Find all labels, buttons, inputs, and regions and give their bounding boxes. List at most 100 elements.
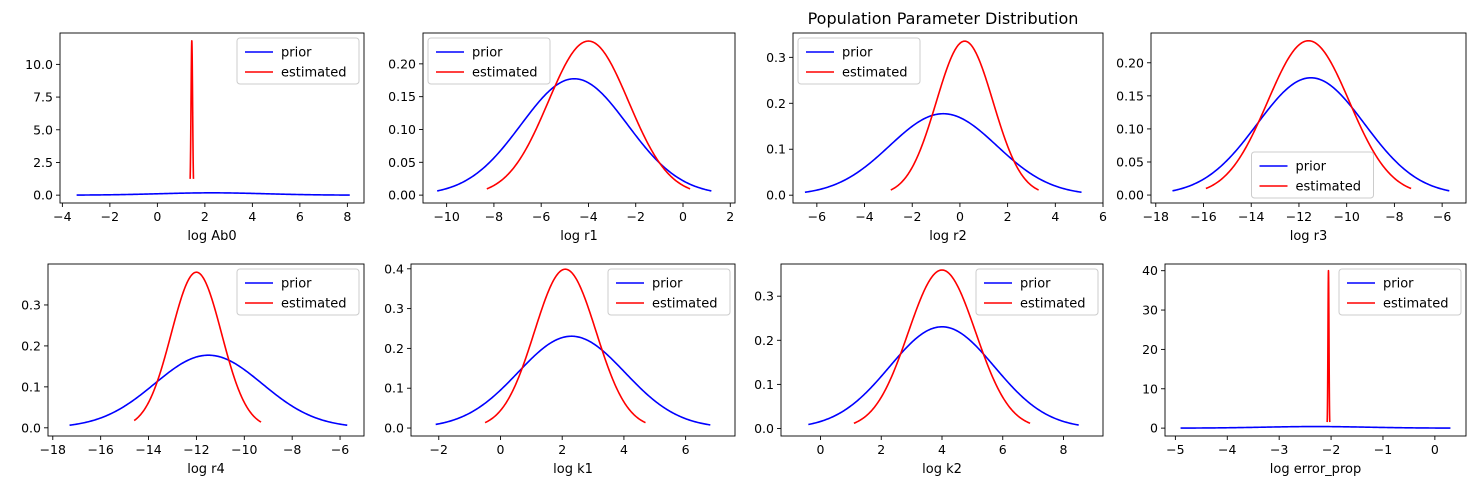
series-line-estimated [133,271,262,423]
y-tick-label: 0.05 [388,155,416,170]
x-tick-label: −2 [903,209,921,224]
x-tick-label: 6 [682,442,690,457]
legend-label-prior: prior [842,46,873,61]
x-tick-label: −4 [855,209,873,224]
y-tick-label: 0.3 [21,297,41,312]
y-tick-label: 0.3 [754,289,774,304]
x-tick-label: 2 [558,442,566,457]
x-tick-label: 2 [201,209,209,224]
x-axis-label: log r2 [929,229,967,244]
axes-frame [792,32,1104,204]
x-tick-label: −6 [1433,209,1451,224]
y-tick-label: 0.2 [754,333,774,348]
legend: prior estimated [1338,268,1462,316]
subplot-3: −6 −4 −2 0 2 4 6 0.0 0.1 0.2 0.3 log r2 prior estimat… [766,32,1107,244]
axes-frame [59,32,365,204]
y-tick-label: 0.3 [766,50,786,65]
y-tick-label: 0.15 [388,89,416,104]
y-tick-label: 0 [1150,421,1158,436]
legend-label-estimated: estimated [1020,297,1085,312]
series-line-prior [1180,425,1451,429]
series-line-prior [804,112,1082,194]
legend-label-estimated: estimated [472,66,537,81]
y-tick-label: 20 [1142,342,1158,357]
series-line-estimated [486,40,691,190]
x-axis-label: log error_prop [1270,462,1361,477]
y-tick-label: 0.1 [384,381,404,396]
y-tick-label: 0.05 [1116,154,1144,169]
series-line-estimated [189,40,195,179]
subplot-5: −18 −16 −14 −12 −10 −8 −6 0.0 0.1 0.2 0.3 log r4 pri… [21,263,365,477]
plot-area [804,40,1082,194]
subplot-6: −2 0 2 4 6 0.0 0.1 0.2 0.3 0.4 log k1 prior estimate… [384,261,736,477]
x-tick-label: −14 [135,442,161,457]
x-axis-label: log k1 [553,462,593,477]
y-tick-label: 0.0 [21,420,41,435]
x-tick-label: 0 [153,209,161,224]
x-tick-label: 0 [1431,442,1439,457]
series-line-estimated [484,268,646,424]
series-line-estimated [890,40,1039,191]
y-tick-label: 10 [1142,381,1158,396]
y-tick-label: 0.3 [384,301,404,316]
x-axis-label: log r4 [187,462,225,477]
axes-frame [410,263,736,437]
legend-label-estimated: estimated [652,297,717,312]
x-tick-label: −8 [1385,209,1403,224]
y-tick-label: 0.20 [1116,55,1144,70]
axes-frame [1164,263,1467,437]
x-tick-label: −3 [1270,442,1288,457]
x-tick-label: −18 [1143,209,1169,224]
x-tick-label: 4 [1051,209,1059,224]
x-tick-label: −12 [183,442,209,457]
x-tick-label: −8 [485,209,503,224]
y-tick-label: 0.15 [1116,88,1144,103]
subplot-grid: −4 −2 0 2 4 6 8 0.0 2.5 5.0 7.5 10.0 log Ab0 prior est… [21,32,1467,477]
y-tick-label: 0.0 [754,421,774,436]
x-tick-label: 4 [938,442,946,457]
legend: prior estimated [236,268,360,316]
y-tick-label: 0.2 [384,341,404,356]
x-tick-label: −12 [1286,209,1312,224]
y-tick-label: 0.4 [384,261,404,276]
x-tick-label: 4 [248,209,256,224]
x-tick-label: 4 [620,442,628,457]
x-tick-label: −6 [532,209,550,224]
x-tick-label: −18 [40,442,66,457]
x-tick-label: 6 [296,209,304,224]
legend-label-prior: prior [1020,277,1051,292]
series-line-prior [1172,76,1450,192]
y-tick-label: 0.00 [1116,188,1144,203]
x-axis-label: log r3 [1290,229,1328,244]
legend-label-prior: prior [1383,277,1414,292]
legend-label-estimated: estimated [281,297,346,312]
legend: prior estimated [427,37,551,85]
legend-label-prior: prior [281,277,312,292]
legend: prior estimated [797,37,921,85]
x-tick-label: 0 [817,442,825,457]
plot-area [1180,269,1451,429]
legend-label-estimated: estimated [842,66,907,81]
x-tick-label: 2 [726,209,734,224]
x-tick-label: −10 [231,442,257,457]
series-line-estimated [1326,269,1331,423]
x-tick-label: −5 [1166,442,1184,457]
legend-label-estimated: estimated [1383,297,1448,312]
y-tick-label: 5.0 [33,122,53,137]
legend-label-prior: prior [281,46,312,61]
y-tick-label: 40 [1142,263,1158,278]
y-tick-label: 0.10 [388,122,416,137]
x-axis-label: log r1 [560,229,598,244]
legend: prior estimated [975,268,1099,316]
y-tick-label: 10.0 [25,57,53,72]
plot-area [76,40,350,196]
x-tick-label: −4 [1218,442,1236,457]
x-tick-label: −6 [331,442,349,457]
y-tick-label: 0.2 [766,96,786,111]
subplot-7: 0 2 4 6 8 0.0 0.1 0.2 0.3 log k2 prior estimated [754,263,1104,477]
x-tick-label: 8 [343,209,351,224]
axes-frame [47,263,365,437]
y-tick-label: 2.5 [33,155,53,170]
y-tick-label: 0.00 [388,188,416,203]
